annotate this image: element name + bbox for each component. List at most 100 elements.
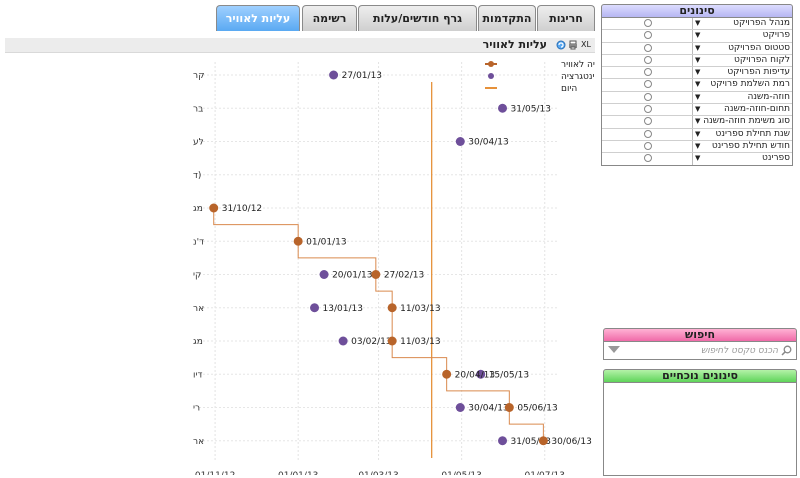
dropdown-arrow-icon: ▼ bbox=[695, 117, 701, 126]
filter-row: ▼ תחום-חוזה-משנה bbox=[602, 103, 792, 116]
filter-select-label: סוג משימת חוזה-משנה bbox=[703, 116, 790, 127]
filter-radio-button[interactable] bbox=[644, 129, 652, 138]
search-title: חיפוש bbox=[603, 328, 797, 342]
search-input[interactable] bbox=[622, 344, 778, 357]
filter-select[interactable]: ▼ סטטוס הפרויקט bbox=[693, 43, 792, 54]
integration-point bbox=[455, 403, 465, 412]
filter-radio-button[interactable] bbox=[644, 141, 652, 150]
search-panel: חיפוש bbox=[603, 328, 797, 360]
airborne-point-label: 11/03/13 bbox=[400, 337, 440, 347]
search-icon[interactable] bbox=[781, 345, 792, 356]
y-category-label: (ד bbox=[193, 171, 201, 181]
legend-label: היום bbox=[561, 84, 577, 94]
tab-monthly-cost-graph[interactable]: גרף חודשים/עלות bbox=[358, 5, 477, 31]
search-box bbox=[603, 342, 797, 360]
legend-label: יעד עלייה לאינטגרציה bbox=[561, 72, 595, 82]
filter-radio-cell bbox=[602, 18, 693, 30]
x-tick-label: 01/05/13 bbox=[441, 471, 481, 475]
filter-select[interactable]: ▼ סוג משימת חוזה-משנה bbox=[693, 116, 792, 127]
y-category-label: קר bbox=[193, 71, 204, 81]
integration-point bbox=[476, 369, 486, 379]
integration-point bbox=[498, 436, 508, 446]
integration-point-label: 15/05/13 bbox=[489, 370, 529, 380]
integration-point-label: 31/05/13 bbox=[511, 104, 551, 114]
dropdown-arrow-icon: ▼ bbox=[695, 19, 701, 27]
airborne-point bbox=[538, 436, 548, 446]
airborne-point-label: 31/10/12 bbox=[222, 204, 262, 214]
airborne-point-label: 11/03/13 bbox=[400, 304, 440, 314]
filter-row: ▼ סוג משימת חוזה-משנה bbox=[602, 115, 792, 128]
filter-select[interactable]: ▼ ספרינט bbox=[693, 153, 792, 164]
integration-point-label: 31/05/13 bbox=[511, 437, 551, 447]
integration-point bbox=[319, 270, 329, 279]
airborne-point bbox=[371, 270, 381, 279]
filter-row: ▼ חוזה-משנה bbox=[602, 90, 792, 104]
filter-row: ▼ פרויקט bbox=[602, 29, 792, 42]
airborne-point bbox=[504, 403, 514, 412]
chart-panel: עליות לאוויר XL 01/11/12 01/01/13 01/03/13… bbox=[5, 38, 595, 475]
filter-select[interactable]: ▼ לקוח הפרויקט bbox=[693, 55, 792, 66]
filter-row: ▼ רמת השלמת פרויקט bbox=[602, 78, 792, 91]
filter-select-label: עדיפות הפרויקט bbox=[727, 67, 790, 78]
filter-select[interactable]: ▼ חוזה-משנה bbox=[693, 92, 792, 103]
filter-select[interactable]: ▼ רמת השלמת פרויקט bbox=[693, 79, 792, 90]
filter-radio-cell bbox=[602, 104, 693, 116]
airborne-point-label: 27/02/13 bbox=[384, 271, 424, 281]
legend-integration-marker bbox=[488, 73, 494, 79]
filter-radio-button[interactable] bbox=[644, 55, 652, 64]
tab-progress[interactable]: התקדמות bbox=[478, 5, 536, 31]
filter-radio-button[interactable] bbox=[644, 117, 652, 126]
dropdown-arrow-icon: ▼ bbox=[695, 55, 701, 64]
filter-select-label: מנהל הפרויקט bbox=[733, 18, 790, 28]
filter-select[interactable]: ▼ עדיפות הפרויקט bbox=[693, 67, 792, 78]
filter-radio-button[interactable] bbox=[644, 31, 652, 40]
integration-point-label: 30/04/13 bbox=[468, 404, 508, 414]
filter-row: ▼ סטטוס הפרויקט bbox=[602, 41, 792, 54]
tab-bar: חריגות התקדמות גרף חודשים/עלות רשימה עלי… bbox=[216, 5, 595, 32]
tab-list[interactable]: רשימה bbox=[302, 5, 357, 31]
legend-airborne-marker bbox=[488, 61, 494, 67]
tab-exceptions[interactable]: חריגות bbox=[537, 5, 595, 31]
airborne-point bbox=[209, 203, 219, 213]
filter-select-label: שנת תחילת ספרינט bbox=[715, 128, 790, 139]
filter-select-label: חוזה-משנה bbox=[747, 91, 790, 102]
filter-radio-cell bbox=[602, 79, 693, 91]
filter-select[interactable]: ▼ שנת תחילת ספרינט bbox=[693, 129, 792, 140]
refresh-icon[interactable] bbox=[556, 40, 566, 50]
airborne-point-label: 05/06/13 bbox=[517, 404, 557, 414]
y-category-label: אר bbox=[193, 304, 204, 314]
tab-go-live[interactable]: עליות לאוויר bbox=[216, 5, 300, 31]
integration-point bbox=[329, 70, 339, 80]
filter-radio-button[interactable] bbox=[644, 68, 652, 77]
filter-radio-cell bbox=[602, 54, 693, 67]
filter-select[interactable]: ▼ תחום-חוזה-משנה bbox=[693, 104, 792, 115]
filters-panel: סינונים ▼ מנהל הפרויקט ▼ פרויקט ▼ סטטוס הפרוי… bbox=[601, 4, 793, 166]
integration-point-label: 30/04/13 bbox=[468, 138, 508, 148]
x-tick-label: 01/07/13 bbox=[525, 471, 565, 475]
search-dropdown-arrow-icon[interactable] bbox=[608, 346, 620, 353]
filter-select-label: תחום-חוזה-משנה bbox=[723, 104, 790, 115]
filter-radio-button[interactable] bbox=[644, 80, 652, 89]
airborne-point bbox=[387, 336, 397, 346]
filter-radio-cell bbox=[602, 91, 693, 104]
filter-radio-button[interactable] bbox=[644, 154, 652, 163]
airborne-point-label: 20/04/13 bbox=[455, 370, 495, 380]
airborne-point-label: 01/01/13 bbox=[306, 237, 346, 247]
y-category-label: מג bbox=[193, 337, 203, 347]
filter-select[interactable]: ▼ מנהל הפרויקט bbox=[693, 18, 792, 29]
print-icon[interactable] bbox=[568, 40, 578, 50]
filter-radio-button[interactable] bbox=[644, 43, 652, 52]
xl-export-icon[interactable]: XL bbox=[581, 40, 591, 49]
filter-select[interactable]: ▼ חודש תחילת ספרינט bbox=[693, 141, 792, 152]
filter-radio-button[interactable] bbox=[644, 19, 652, 27]
dropdown-arrow-icon: ▼ bbox=[695, 80, 701, 89]
filter-radio-button[interactable] bbox=[644, 92, 652, 101]
filter-select[interactable]: ▼ פרויקט bbox=[693, 30, 792, 41]
dropdown-arrow-icon: ▼ bbox=[695, 92, 701, 101]
filter-radio-cell bbox=[602, 140, 693, 153]
current-filters-panel: סינונים נוכחיים bbox=[603, 369, 797, 476]
dropdown-arrow-icon: ▼ bbox=[695, 43, 701, 52]
y-category-label: אר bbox=[193, 437, 204, 447]
filter-radio-button[interactable] bbox=[644, 105, 652, 114]
integration-point-label: 20/01/13 bbox=[332, 271, 372, 281]
